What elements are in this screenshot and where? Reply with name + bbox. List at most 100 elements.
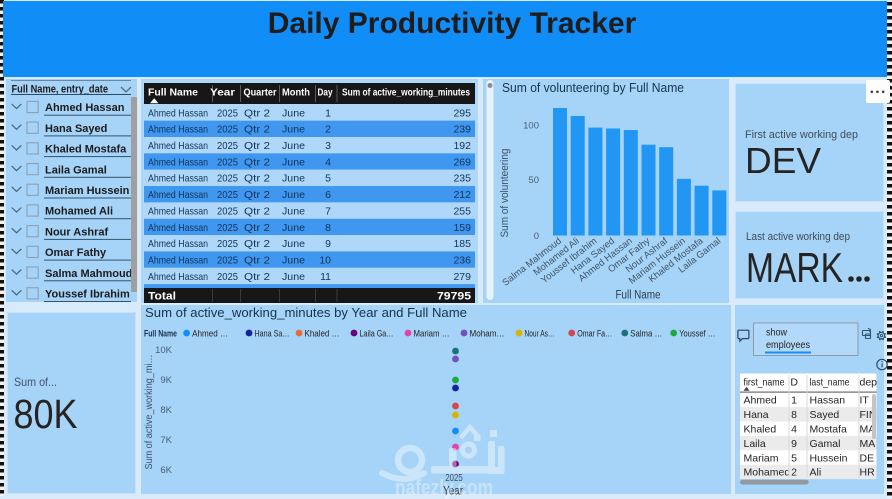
svg-text:Ahmed Hassan: Ahmed Hassan — [148, 222, 208, 234]
svg-text:2025: 2025 — [217, 271, 238, 283]
svg-text:2025: 2025 — [217, 205, 238, 217]
svg-text:Mariam: Mariam — [744, 452, 779, 464]
svg-text:MARK: MARK — [746, 244, 843, 291]
svg-text:last_name: last_name — [810, 377, 850, 389]
svg-text:Ahmed Hassan: Ahmed Hassan — [45, 102, 125, 114]
svg-text:Full Name: Full Name — [144, 329, 177, 340]
svg-text:2025: 2025 — [217, 124, 238, 136]
svg-text:Khaled Mostafa: Khaled Mostafa — [45, 144, 127, 156]
svg-text:Laila Gamal: Laila Gamal — [45, 164, 107, 176]
svg-text:Quarter: Quarter — [244, 87, 277, 99]
svg-text:show: show — [766, 327, 787, 339]
svg-text:2025: 2025 — [217, 189, 238, 201]
svg-text:First active working dep: First active working dep — [745, 129, 858, 141]
svg-text:2025: 2025 — [217, 107, 238, 119]
svg-text:159: 159 — [453, 222, 471, 234]
svg-text:6K: 6K — [160, 465, 172, 476]
svg-text:Month: Month — [282, 87, 310, 99]
svg-text:June: June — [282, 189, 305, 201]
svg-text:Year: Year — [210, 87, 235, 99]
svg-text:2025: 2025 — [217, 238, 238, 250]
svg-text:Omar Fa…: Omar Fa… — [577, 329, 612, 340]
svg-text:295: 295 — [453, 107, 471, 119]
svg-text:June: June — [282, 222, 305, 234]
svg-text:MA: MA — [860, 424, 876, 436]
svg-text:Full Name: Full Name — [148, 87, 198, 99]
svg-text:Last active working dep: Last active working dep — [746, 231, 850, 243]
svg-text:10: 10 — [319, 254, 331, 266]
svg-text:MA: MA — [860, 438, 876, 450]
svg-text:100: 100 — [523, 121, 539, 132]
svg-text:185: 185 — [453, 238, 471, 250]
svg-text:279: 279 — [453, 271, 471, 283]
svg-text:Ahmed Hassan: Ahmed Hassan — [148, 156, 208, 168]
svg-text:Moham…: Moham… — [470, 329, 505, 340]
svg-text:Day: Day — [318, 87, 333, 99]
svg-text:dep: dep — [860, 377, 878, 389]
svg-text:Sum of...: Sum of... — [14, 375, 57, 389]
svg-text:2025: 2025 — [445, 472, 463, 484]
svg-text:Hussein: Hussein — [810, 452, 848, 464]
svg-text:Mohamed: Mohamed — [744, 467, 791, 479]
svg-text:Nour Ashraf: Nour Ashraf — [45, 226, 108, 238]
svg-text:Qtr 2: Qtr 2 — [244, 238, 270, 250]
svg-text:Ahmed Hassan: Ahmed Hassan — [148, 238, 208, 250]
svg-text:Khaled …: Khaled … — [305, 329, 340, 340]
svg-text:Sum of active_working_minutes: Sum of active_working_minutes by Year an… — [145, 306, 467, 320]
svg-text:4: 4 — [325, 156, 331, 168]
svg-text:Salma Mahmoud: Salma Mahmoud — [45, 268, 132, 280]
svg-text:2025: 2025 — [217, 254, 238, 266]
svg-text:Qtr 2: Qtr 2 — [244, 254, 270, 266]
svg-text:Ahmed Hassan: Ahmed Hassan — [148, 124, 208, 136]
svg-text:Laila: Laila — [744, 438, 766, 450]
svg-text:3: 3 — [325, 140, 331, 152]
svg-text:5: 5 — [325, 173, 331, 185]
svg-text:Hassan: Hassan — [810, 395, 846, 407]
svg-text:2025: 2025 — [217, 140, 238, 152]
svg-text:Ahmed Hassan: Ahmed Hassan — [148, 205, 208, 217]
svg-text:4: 4 — [791, 424, 797, 436]
svg-text:Total: Total — [148, 291, 176, 303]
svg-text:June: June — [282, 140, 305, 152]
svg-text:1: 1 — [325, 107, 331, 119]
svg-text:Ahmed …: Ahmed … — [192, 329, 228, 340]
svg-text:10K: 10K — [155, 345, 173, 356]
svg-text:Sayed: Sayed — [810, 409, 840, 421]
svg-text:Gamal: Gamal — [810, 438, 841, 450]
svg-text:Ahmed: Ahmed — [744, 395, 777, 407]
svg-text:June: June — [282, 238, 305, 250]
svg-text:2: 2 — [791, 467, 797, 479]
svg-text:ID: ID — [788, 377, 799, 389]
svg-text:269: 269 — [453, 156, 471, 168]
svg-text:June: June — [282, 107, 305, 119]
svg-text:Hana Sayed: Hana Sayed — [45, 123, 107, 135]
svg-text:2: 2 — [325, 124, 331, 136]
svg-text:Sum of volunteering by Full Na: Sum of volunteering by Full Name — [502, 81, 684, 95]
svg-text:Full Name: Full Name — [616, 290, 661, 302]
svg-text:Ahmed Hassan: Ahmed Hassan — [148, 254, 208, 266]
svg-text:Ahmed Hassan: Ahmed Hassan — [148, 140, 208, 152]
svg-text:50: 50 — [528, 175, 539, 186]
svg-text:Mariam …: Mariam … — [414, 329, 450, 340]
svg-text:Qtr 2: Qtr 2 — [244, 140, 270, 152]
svg-text:11: 11 — [320, 271, 331, 283]
svg-text:Qtr 2: Qtr 2 — [244, 189, 270, 201]
svg-text:Sum of volunteering: Sum of volunteering — [499, 149, 511, 238]
svg-text:June: June — [282, 271, 305, 283]
svg-text:Youssef Ibrahim: Youssef Ibrahim — [45, 289, 130, 301]
svg-text:1: 1 — [791, 395, 797, 407]
svg-text:Qtr 2: Qtr 2 — [244, 107, 270, 119]
svg-text:Laila Ga…: Laila Ga… — [360, 329, 394, 340]
svg-text:Year: Year — [443, 486, 463, 498]
svg-text:7K: 7K — [160, 435, 172, 446]
svg-text:9: 9 — [325, 238, 331, 250]
svg-text:239: 239 — [453, 124, 471, 136]
svg-text:Omar Fathy: Omar Fathy — [45, 247, 107, 259]
svg-text:8K: 8K — [160, 405, 172, 416]
svg-text:8: 8 — [791, 409, 797, 421]
svg-text:2025: 2025 — [217, 173, 238, 185]
svg-text:80K: 80K — [14, 391, 78, 437]
svg-text:Salma …: Salma … — [630, 329, 662, 340]
svg-text:Qtr 2: Qtr 2 — [244, 222, 270, 234]
svg-text:6: 6 — [325, 189, 331, 201]
